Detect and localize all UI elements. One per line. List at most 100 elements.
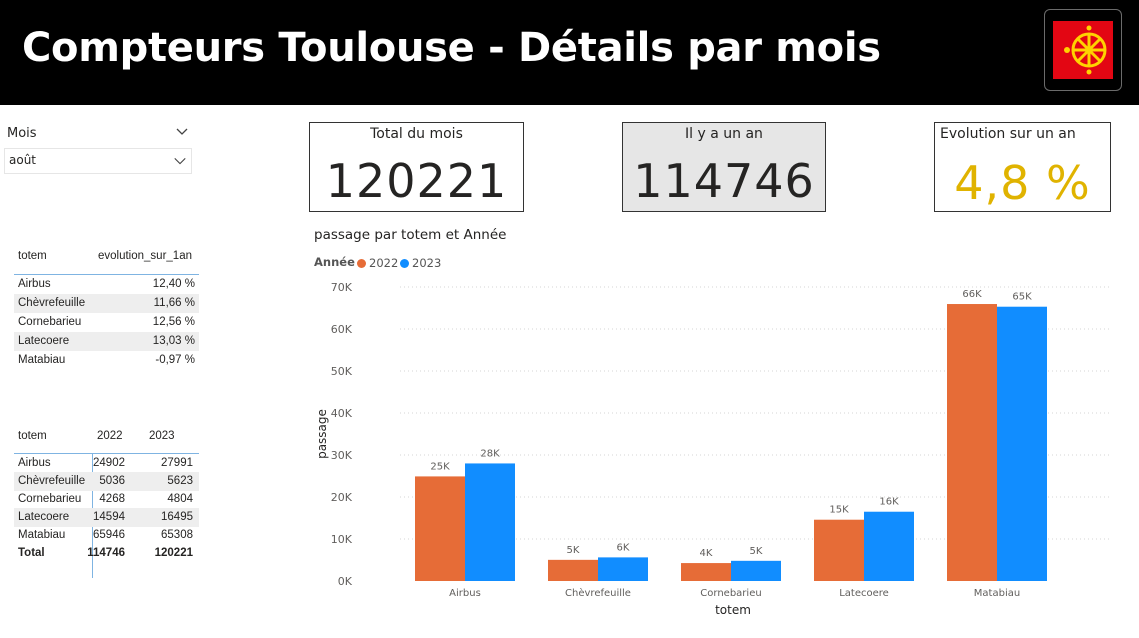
card-label: Total du mois [370,126,463,142]
totem-name: Chèvrefeuille [18,475,86,487]
table-header-divider [14,453,199,454]
table-row[interactable]: Cornebarieu 4268 4804 [14,490,199,509]
totem-name: Cornebarieu [18,493,82,505]
table-header-2023: 2023 [149,430,175,442]
table-row[interactable]: Chèvrefeuille 5036 5623 [14,472,199,491]
card-label: Il y a un an [685,126,763,142]
table-row[interactable]: Latecoere 14594 16495 [14,508,199,527]
occitan-cross-logo [1044,9,1122,91]
chevron-down-icon[interactable] [174,124,190,140]
data-label: 4K [700,548,713,559]
y-tick-label: 20K [331,491,353,504]
table-total-row: Total 114746 120221 [14,544,199,563]
value-2023: 4804 [167,493,193,505]
table-row[interactable]: Cornebarieu 12,56 % [14,313,199,332]
x-tick-label: Matabiau [974,588,1020,599]
table-header-2022: 2022 [97,430,123,442]
table-header-totem: totem [18,430,47,442]
y-tick-label: 10K [331,533,353,546]
value-2022: 5036 [99,475,125,487]
totem-name: Latecoere [18,511,70,523]
header-bar [0,0,1139,105]
table-header-totem: totem [18,250,47,262]
card-last-year: Il y a un an 114746 [622,122,826,212]
totem-name: Chèvrefeuille [18,297,86,309]
data-label: 16K [879,497,899,508]
x-axis-title: totem [715,603,751,617]
table-row[interactable]: Airbus 24902 27991 [14,454,199,473]
totem-name: Matabiau [18,529,66,541]
card-value: 114746 [633,154,815,208]
data-label: 66K [962,289,982,300]
table-row[interactable]: Airbus 12,40 % [14,275,199,294]
bar-2022-cornebarieu [681,563,731,581]
y-tick-label: 50K [331,365,353,378]
value-2023: 5623 [167,475,193,487]
value-2023: 65308 [161,529,193,541]
bar-2022-matabiau [947,304,997,581]
totem-name: Airbus [18,278,51,290]
total-label: Total [18,547,45,559]
month-slicer-label: Mois [7,126,37,141]
total-2022: 114746 [87,547,125,559]
table-header-divider [14,274,199,275]
bar-2023-chèvrefeuille [598,557,648,581]
y-tick-label: 70K [331,281,353,294]
card-total-month: Total du mois 120221 [309,122,524,212]
x-tick-label: Airbus [449,588,481,599]
bar-2023-cornebarieu [731,560,781,581]
data-label: 15K [829,505,849,516]
chevron-down-icon[interactable] [173,153,187,167]
value-2022: 14594 [93,511,125,523]
year-table: totem 2022 2023 Airbus 24902 27991 Chèvr… [14,428,199,578]
table-row[interactable]: Chèvrefeuille 11,66 % [14,294,199,313]
y-tick-label: 40K [331,407,353,420]
legend-label-2022: 2022 [369,256,399,270]
data-label: 28K [480,448,500,459]
chart-legend: 2022 2023 [357,256,477,270]
legend-label-2023: 2023 [412,256,442,270]
y-tick-label: 60K [331,323,353,336]
legend-dot-2022 [357,259,366,268]
value-2023: 16495 [161,511,193,523]
evolution-value: 12,40 % [152,278,195,290]
y-tick-label: 30K [331,449,353,462]
value-2023: 27991 [161,457,193,469]
x-tick-label: Cornebarieu [700,588,761,599]
month-dropdown[interactable]: août [4,148,192,174]
card-evolution: Evolution sur un an 4,8 % [934,122,1111,212]
data-label: 65K [1012,292,1032,303]
legend-title: Année [314,255,355,269]
data-label: 25K [430,461,450,472]
table-row[interactable]: Latecoere 13,03 % [14,332,199,351]
table-header-evolution: evolution_sur_1an [98,250,192,262]
chart-title: passage par totem et Année [314,227,507,243]
bar-2022-airbus [415,476,465,581]
evolution-value: 11,66 % [153,297,195,309]
bar-2023-matabiau [997,306,1047,581]
totem-name: Matabiau [18,354,66,366]
month-dropdown-value: août [9,153,37,167]
legend-dot-2023 [400,259,409,268]
card-label: Evolution sur un an [940,126,1076,142]
card-value: 120221 [325,154,508,208]
value-2022: 65946 [93,529,125,541]
table-row[interactable]: Matabiau 65946 65308 [14,526,199,545]
card-value: 4,8 % [954,156,1091,210]
data-label: 6K [617,542,630,553]
value-2022: 4268 [99,493,125,505]
data-label: 5K [567,545,580,556]
y-axis-title: passage [315,409,329,459]
bar-2023-airbus [465,463,515,581]
data-label: 5K [750,546,763,557]
totem-name: Latecoere [18,335,70,347]
bar-2023-latecoere [864,511,914,581]
table-row[interactable]: Matabiau -0,97 % [14,351,199,370]
bar-2022-chèvrefeuille [548,559,598,581]
evolution-value: 13,03 % [152,335,195,347]
total-2023: 120221 [154,547,193,559]
bar-2022-latecoere [814,519,864,581]
page-title: Compteurs Toulouse - Détails par mois [22,25,881,71]
totem-name: Cornebarieu [18,316,82,328]
totem-name: Airbus [18,457,51,469]
